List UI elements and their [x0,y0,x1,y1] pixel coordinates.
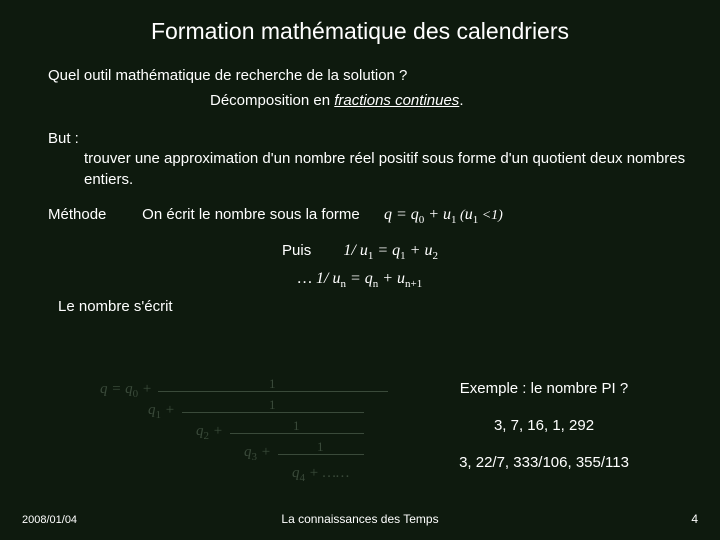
footer-page-number: 4 [691,512,698,526]
cf-level-label: q3 + [244,445,271,463]
example-block: Exemple : le nombre PI ? 3, 7, 16, 1, 29… [414,380,674,471]
answer-term: fractions continues [334,92,459,109]
methode-row: Méthode On écrit le nombre sous la forme… [48,206,720,226]
methode-label: Méthode [48,206,138,223]
cf-numerator: 1 [269,377,276,390]
main-equation: q = q0 + u1 (u1 <1) [384,206,503,226]
methode-text: On écrit le nombre sous la forme [142,206,360,223]
cf-fraction-bar [182,412,364,413]
question-text: Quel outil mathématique de recherche de … [48,67,720,84]
cf-numerator: 1 [269,398,276,411]
slide-title: Formation mathématique des calendriers [0,0,720,45]
cf-level-label: q2 + [196,424,223,442]
cf-level-label: q = q0 + [100,382,152,400]
nombre-label: Le nombre s'écrit [58,298,720,315]
general-equation: … 1/ un = qn + un+1 [298,270,423,287]
puis-row: Puis 1/ u1 = q1 + u2 [0,242,720,262]
cf-fraction-bar [230,433,364,434]
puis-label: Puis [282,242,311,259]
example-sequence-1: 3, 7, 16, 1, 292 [414,417,674,434]
but-text: trouver une approximation d'un nombre ré… [48,149,720,190]
cf-numerator: 1 [293,419,300,432]
cf-fraction-bar [158,391,388,392]
answer-text: Décomposition en fractions continues. [210,92,720,109]
example-sequence-2: 3, 22/7, 333/106, 355/113 [414,454,674,471]
puis-equation: 1/ u1 = q1 + u2 [343,242,438,259]
cf-level-label: q4 + …… [292,466,349,484]
footer-center: La connaissances des Temps [0,512,720,526]
but-block: But : trouver une approximation d'un nom… [48,129,720,190]
cf-level-label: q1 + [148,403,175,421]
cf-fraction-bar [278,454,364,455]
general-row: … 1/ un = qn + un+1 [0,270,720,290]
example-title: Exemple : le nombre PI ? [414,380,674,397]
slide: Formation mathématique des calendriers Q… [0,0,720,540]
answer-prefix: Décomposition en [210,92,334,109]
answer-suffix: . [459,92,463,109]
but-label: But : [48,130,79,147]
cf-numerator: 1 [317,440,324,453]
